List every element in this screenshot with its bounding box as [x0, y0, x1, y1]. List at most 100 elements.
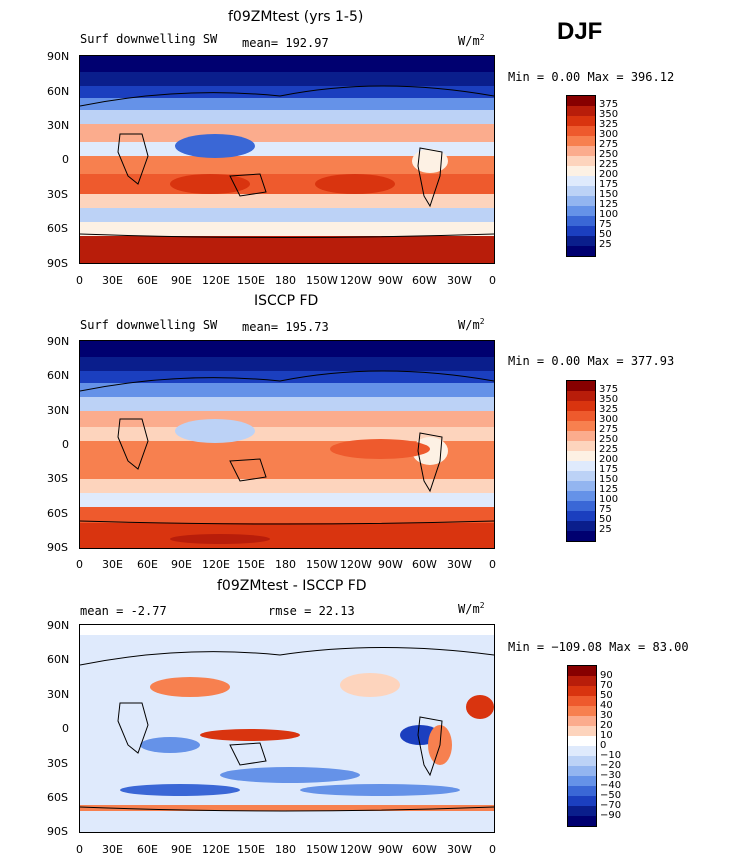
- colorbar-level: 350: [599, 394, 619, 405]
- panel1-lat-label: 90N: [47, 50, 70, 63]
- colorbar-swatch: [568, 766, 596, 776]
- panel2-units: W/m2: [458, 317, 485, 332]
- panel2-title: ISCCP FD: [254, 293, 319, 309]
- colorbar-swatch: [567, 186, 595, 196]
- colorbar-swatch: [567, 511, 595, 521]
- colorbar-level: 25: [599, 524, 612, 535]
- colorbar-level: 100: [599, 209, 619, 220]
- colorbar-swatch: [567, 451, 595, 461]
- panel2-lon-label: 60W: [412, 558, 437, 571]
- colorbar-swatch: [567, 246, 595, 256]
- colorbar-level: 325: [599, 404, 619, 415]
- panel1-map-field: [80, 56, 494, 263]
- panel3-lat-label: 60S: [47, 791, 68, 804]
- panel2-map: [79, 340, 495, 549]
- colorbar-level: −20: [600, 760, 622, 771]
- panel2-lat-label: 0: [62, 438, 69, 451]
- panel2-lat-label: 90N: [47, 335, 70, 348]
- panel1-lat-label: 60N: [47, 85, 70, 98]
- panel3-lon-label: 150W: [306, 843, 338, 856]
- colorbar-level: 30: [600, 710, 613, 721]
- panel1-lon-label: 90E: [171, 274, 192, 287]
- colorbar-swatch: [567, 176, 595, 186]
- colorbar-swatch: [567, 136, 595, 146]
- colorbar-swatch: [568, 676, 596, 686]
- colorbar-level: −50: [600, 790, 622, 801]
- colorbar-level: 250: [599, 434, 619, 445]
- panel1-lon-label: 180: [275, 274, 296, 287]
- panel1-lon-label: 0: [489, 274, 496, 287]
- colorbar-swatch: [567, 441, 595, 451]
- colorbar-level: 200: [599, 169, 619, 180]
- panel3-lat-label: 60N: [47, 653, 70, 666]
- colorbar-level: −90: [600, 810, 622, 821]
- colorbar-swatch: [568, 696, 596, 706]
- colorbar-swatch: [568, 746, 596, 756]
- panel2-map-field: [80, 341, 494, 548]
- panel1-units: W/m2: [458, 33, 485, 48]
- panel2-minmax: Min = 0.00 Max = 377.93: [508, 354, 675, 368]
- colorbar-level: −30: [600, 770, 622, 781]
- colorbar-swatch: [567, 196, 595, 206]
- colorbar-level: 300: [599, 414, 619, 425]
- colorbar-swatch: [568, 726, 596, 736]
- panel1-colorbar: [566, 95, 596, 257]
- colorbar-level: −40: [600, 780, 622, 791]
- colorbar-level: 90: [600, 670, 613, 681]
- colorbar-level: 50: [600, 690, 613, 701]
- colorbar-level: −10: [600, 750, 622, 761]
- panel1-lon-label: 0: [76, 274, 83, 287]
- panel2-lon-label: 0: [76, 558, 83, 571]
- colorbar-level: 125: [599, 199, 619, 210]
- panel3-map: [79, 624, 495, 833]
- colorbar-level: 300: [599, 129, 619, 140]
- colorbar-swatch: [568, 666, 596, 676]
- panel1-lon-label: 60W: [412, 274, 437, 287]
- panel1-lon-label: 120E: [202, 274, 230, 287]
- colorbar-level: 70: [600, 680, 613, 691]
- panel3-lon-label: 120W: [340, 843, 372, 856]
- panel1-lon-label: 30E: [102, 274, 123, 287]
- panel3-lat-label: 30N: [47, 688, 70, 701]
- panel1-map: [79, 55, 495, 264]
- panel2-lon-label: 90W: [378, 558, 403, 571]
- panel1-lat-label: 30S: [47, 188, 68, 201]
- colorbar-swatch: [567, 126, 595, 136]
- panel2-colorbar: [566, 380, 596, 542]
- colorbar-swatch: [567, 206, 595, 216]
- colorbar-swatch: [568, 736, 596, 746]
- colorbar-swatch: [567, 391, 595, 401]
- colorbar-swatch: [568, 776, 596, 786]
- colorbar-swatch: [567, 156, 595, 166]
- panel3-lon-label: 150E: [237, 843, 265, 856]
- panel3-lon-label: 0: [489, 843, 496, 856]
- panel2-lat-label: 60N: [47, 369, 70, 382]
- panel3-lat-label: 90S: [47, 825, 68, 838]
- colorbar-swatch: [567, 106, 595, 116]
- panel3-minmax: Min = −109.08 Max = 83.00: [508, 640, 689, 654]
- colorbar-level: 375: [599, 384, 619, 395]
- colorbar-level: 10: [600, 730, 613, 741]
- panel2-lon-label: 30W: [447, 558, 472, 571]
- colorbar-swatch: [567, 146, 595, 156]
- colorbar-swatch: [568, 756, 596, 766]
- colorbar-swatch: [567, 216, 595, 226]
- colorbar-swatch: [567, 96, 595, 106]
- panel1-lat-label: 90S: [47, 257, 68, 270]
- panel3-lon-label: 30E: [102, 843, 123, 856]
- panel3-units: W/m2: [458, 601, 485, 616]
- colorbar-swatch: [567, 381, 595, 391]
- colorbar-swatch: [568, 786, 596, 796]
- panel3-lon-label: 60E: [137, 843, 158, 856]
- panel1-lat-label: 30N: [47, 119, 70, 132]
- panel2-field-label: Surf downwelling SW: [80, 318, 218, 332]
- colorbar-swatch: [568, 796, 596, 806]
- colorbar-level: 20: [600, 720, 613, 731]
- panel3-map-field: [80, 625, 494, 832]
- colorbar-level: 275: [599, 139, 619, 150]
- season-label: DJF: [557, 18, 603, 45]
- colorbar-level: 50: [599, 229, 612, 240]
- colorbar-swatch: [567, 236, 595, 246]
- colorbar-swatch: [567, 481, 595, 491]
- panel2-lon-label: 90E: [171, 558, 192, 571]
